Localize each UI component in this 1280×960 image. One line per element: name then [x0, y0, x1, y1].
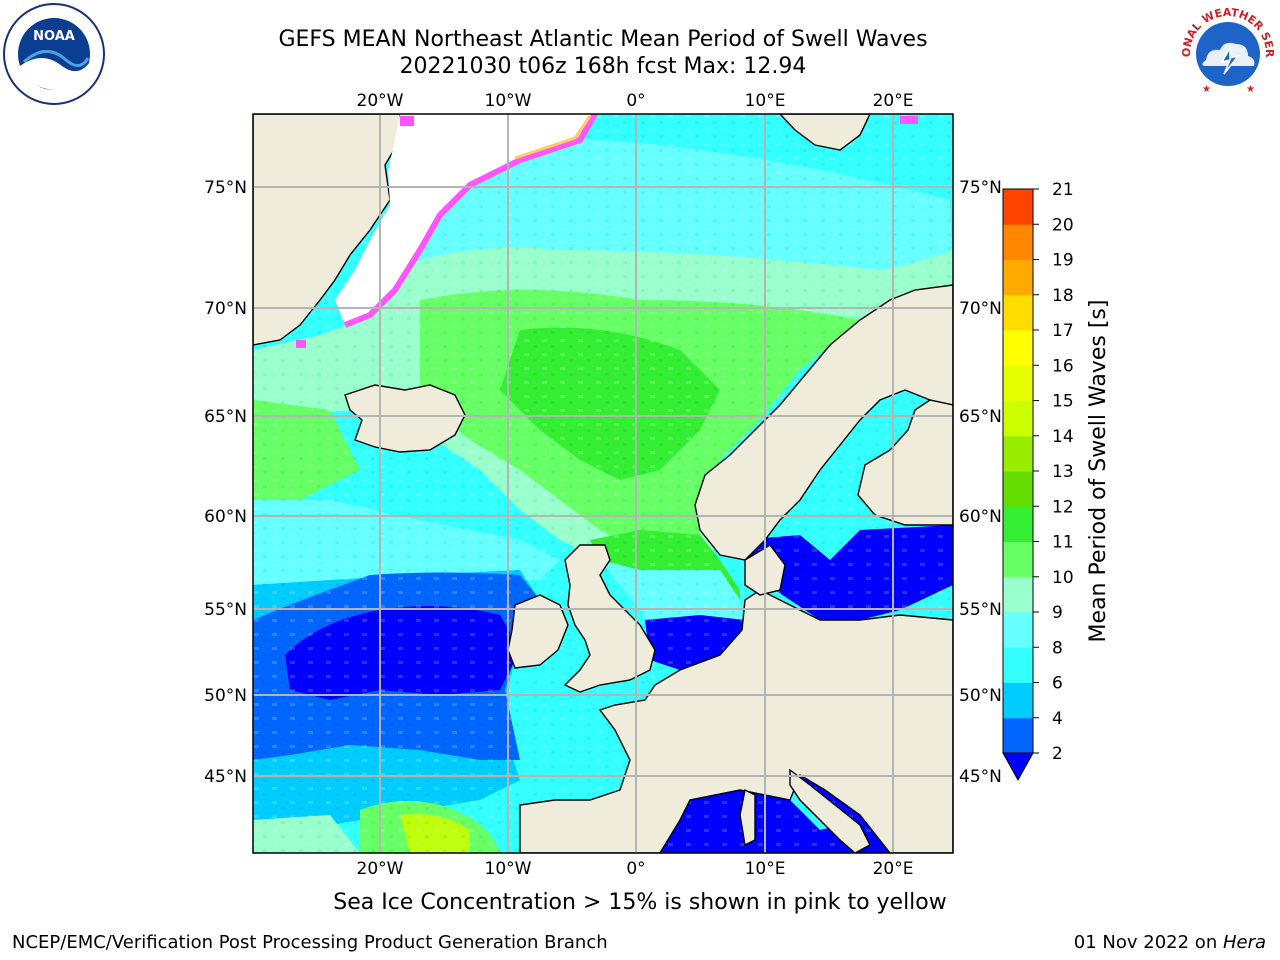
credit-date: 01 Nov 2022 on: [1074, 932, 1223, 953]
colorbar-tick-label: 11: [1052, 533, 1074, 553]
colorbar-swatch: [1003, 189, 1033, 225]
lon-label-bottom: 20°W: [357, 859, 404, 879]
lon-label-top: 20°W: [357, 91, 404, 111]
lat-label-right: 70°N: [959, 299, 1002, 319]
lat-label-right: 45°N: [959, 767, 1002, 787]
lon-label-bottom: 10°W: [485, 859, 532, 879]
colorbar-swatch: [1003, 612, 1033, 648]
lat-label-left: 75°N: [204, 178, 247, 198]
colorbar-swatch: [1003, 647, 1033, 683]
lat-label-right: 50°N: [959, 686, 1002, 706]
colorbar-tick-label: 13: [1052, 462, 1074, 482]
lat-label-right: 55°N: [959, 600, 1002, 620]
colorbar-tick-label: 16: [1052, 356, 1074, 376]
credit-left: NCEP/EMC/Verification Post Processing Pr…: [12, 932, 608, 953]
colorbar-tick-label: 10: [1052, 568, 1074, 588]
lat-label-right: 75°N: [959, 178, 1002, 198]
lon-label-top: 10°E: [745, 91, 786, 111]
colorbar-swatch: [1003, 330, 1033, 366]
lat-label-right: 65°N: [959, 407, 1002, 427]
colorbar-swatch: [1003, 224, 1033, 260]
colorbar-tick-label: 9: [1052, 603, 1063, 623]
colorbar-tick-label: 20: [1052, 215, 1074, 235]
lat-label-left: 50°N: [204, 686, 247, 706]
lon-label-top: 10°W: [485, 91, 532, 111]
colorbar-tick-label: 4: [1052, 709, 1063, 729]
colorbar-ticks: 2 4 6 8 9 10 11 12 13 14 15 16 17 18 19 20 21: [1033, 180, 1074, 764]
lat-labels-right: 75°N 70°N 65°N 60°N 55°N 50°N 45°N: [959, 178, 1002, 787]
colorbar-tick-label: 15: [1052, 392, 1074, 412]
colorbar-swatch: [1003, 506, 1033, 542]
colorbar-swatch: [1003, 365, 1033, 401]
sea-ice-note: Sea Ice Concentration > 15% is shown in …: [333, 890, 947, 915]
colorbar-tick-label: 2: [1052, 744, 1063, 764]
colorbar-tick-label: 6: [1052, 674, 1063, 694]
lon-label-bottom: 0°: [626, 859, 645, 879]
lon-label-top: 0°: [626, 91, 645, 111]
map-plot-area: [253, 114, 953, 853]
colorbar-swatch: [1003, 718, 1033, 754]
lon-label-bottom: 20°E: [873, 859, 914, 879]
colorbar-tick-label: 8: [1052, 638, 1063, 658]
colorbar-tick-label: 12: [1052, 497, 1074, 517]
colorbar-tick-label: 19: [1052, 251, 1074, 271]
colorbar-swatch: [1003, 436, 1033, 472]
credit-right: 01 Nov 2022 on Hera: [1074, 932, 1266, 953]
lat-label-left: 70°N: [204, 299, 247, 319]
credit-host: Hera: [1223, 932, 1266, 953]
colorbar-tick-label: 18: [1052, 286, 1074, 306]
colorbar-swatch: [1003, 542, 1033, 578]
colorbar-tick-label: 21: [1052, 180, 1074, 200]
lat-label-left: 60°N: [204, 507, 247, 527]
colorbar-tick-label: 17: [1052, 321, 1074, 341]
colorbar-swatch: [1003, 683, 1033, 719]
lat-label-left: 55°N: [204, 600, 247, 620]
lat-label-right: 60°N: [959, 507, 1002, 527]
lat-label-left: 65°N: [204, 407, 247, 427]
lat-label-left: 45°N: [204, 767, 247, 787]
lon-label-top: 20°E: [873, 91, 914, 111]
lon-label-bottom: 10°E: [745, 859, 786, 879]
colorbar-swatch: [1003, 260, 1033, 296]
colorbar-swatch: [1003, 577, 1033, 613]
colorbar-tick-label: 14: [1052, 427, 1074, 447]
colorbar: 2 4 6 8 9 10 11 12 13 14 15 16 17 18 19 20 21 Mean Perio…: [1003, 180, 1111, 780]
colorbar-swatch: [1003, 401, 1033, 437]
colorbar-swatches: [1003, 189, 1033, 754]
colorbar-swatch: [1003, 471, 1033, 507]
colorbar-extend-arrow: [1003, 753, 1033, 780]
colorbar-label: Mean Period of Swell Waves [s]: [1086, 300, 1111, 643]
lat-labels-left: 75°N 70°N 65°N 60°N 55°N 50°N 45°N: [204, 178, 247, 787]
colorbar-swatch: [1003, 295, 1033, 331]
